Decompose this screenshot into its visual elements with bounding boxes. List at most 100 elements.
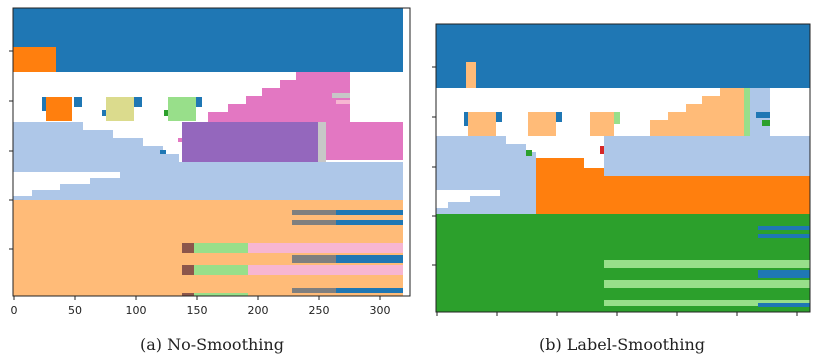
panel-a-region xyxy=(248,265,403,275)
panel-a-region xyxy=(208,112,350,122)
panel-a-region xyxy=(106,97,134,121)
panel-a-region xyxy=(194,243,248,253)
panel-b-region xyxy=(436,24,810,88)
panel-a-region xyxy=(13,122,83,130)
x-tick-label: 150 xyxy=(187,304,208,317)
panel-a-region xyxy=(90,178,403,184)
panel-a-region xyxy=(13,146,163,154)
panel-a-region xyxy=(248,243,403,253)
x-tick-label: 100 xyxy=(126,304,147,317)
panel-b-region xyxy=(436,178,536,190)
panel-a-region xyxy=(13,154,179,162)
panel-a-region xyxy=(182,243,194,253)
panel-a-region xyxy=(74,97,82,107)
panel-b-region xyxy=(464,112,468,126)
panel-b: (b) Label-Smoothing xyxy=(432,23,811,354)
panel-a-region xyxy=(292,210,336,215)
panel-a-region xyxy=(246,96,350,104)
panel-b-region xyxy=(528,112,556,136)
panel-a-x-ticks xyxy=(13,296,381,300)
panel-b-region xyxy=(500,190,536,196)
panel-b-frame xyxy=(435,23,811,313)
panel-a-caption: (a) No-Smoothing xyxy=(140,335,284,354)
panel-b-region xyxy=(468,112,496,136)
panel-a-region xyxy=(13,47,56,72)
panel-a-region xyxy=(182,122,318,162)
panel-a-region xyxy=(196,97,202,107)
panel-a-region xyxy=(194,265,248,275)
panel-a-region xyxy=(194,293,248,296)
panel-a-region xyxy=(292,288,336,293)
panel-b-region xyxy=(436,144,526,152)
panel-a-x-tick-labels: 0 50 100 150 200 250 300 xyxy=(11,304,391,317)
panel-b-caption: (b) Label-Smoothing xyxy=(539,335,705,354)
x-tick-label: 0 xyxy=(11,304,18,317)
panel-a-region xyxy=(182,265,194,275)
panel-a-region xyxy=(280,80,350,88)
panel-b-region xyxy=(526,150,532,156)
panel-a-region xyxy=(164,110,168,116)
panel-a-region xyxy=(13,196,403,200)
panel-b-region xyxy=(668,112,770,120)
panel-b-region xyxy=(536,176,810,214)
panel-a-region xyxy=(228,104,350,112)
panel-a-region xyxy=(336,210,403,215)
panel-a-region xyxy=(336,100,350,104)
panel-a-region xyxy=(134,97,142,107)
panel-a-region xyxy=(102,110,106,116)
panel-a-region xyxy=(168,97,196,121)
panel-b-region xyxy=(590,112,614,136)
panel-a-region xyxy=(336,220,403,225)
x-tick-label: 300 xyxy=(370,304,391,317)
panel-a-region xyxy=(292,220,336,225)
panel-b-region xyxy=(702,96,770,104)
panel-a-region xyxy=(13,162,403,172)
panel-b-region xyxy=(604,260,810,268)
panel-b-region xyxy=(436,160,536,178)
panel-b-region xyxy=(650,120,770,136)
panel-b-region xyxy=(744,88,750,136)
panel-b-region xyxy=(756,112,770,118)
panel-b-region xyxy=(600,146,605,154)
panel-a-region xyxy=(120,172,403,178)
panel-a-region xyxy=(178,138,182,142)
panel-a-region xyxy=(296,72,350,80)
panel-b-region xyxy=(466,62,476,88)
panel-a-region xyxy=(318,122,326,162)
panel-b-region xyxy=(584,168,604,178)
panel-a-region xyxy=(32,190,403,196)
panel-a-region xyxy=(13,8,403,72)
panel-a-region xyxy=(332,93,350,98)
panel-a-region xyxy=(336,255,403,263)
panel-b-region xyxy=(686,104,770,112)
panel-a: 0 50 100 150 200 250 300 (a) No-Smoothin… xyxy=(9,7,411,354)
panel-b-region xyxy=(762,120,770,126)
panel-a-region xyxy=(160,150,166,154)
panel-a-region xyxy=(60,184,403,190)
panel-b-region xyxy=(470,196,536,202)
panel-b-region xyxy=(448,202,536,208)
panel-b-region xyxy=(436,152,536,160)
x-tick-label: 250 xyxy=(309,304,330,317)
panel-b-region xyxy=(614,112,620,124)
panel-b-region xyxy=(436,208,536,214)
panel-b-region xyxy=(758,303,810,307)
panel-b-region xyxy=(556,112,562,122)
panel-b-region xyxy=(758,234,810,238)
panel-a-frame xyxy=(12,7,411,297)
panel-a-region xyxy=(262,88,350,96)
panel-b-region xyxy=(758,226,810,230)
panel-b-x-ticks xyxy=(436,312,798,316)
panel-b-region xyxy=(436,136,506,144)
panel-b-region xyxy=(604,300,810,306)
panel-a-y-ticks xyxy=(9,50,13,250)
panel-a-region xyxy=(336,288,403,293)
panel-a-region xyxy=(42,97,46,111)
panel-b-region xyxy=(604,136,810,176)
panel-a-region xyxy=(13,130,113,138)
panel-b-region xyxy=(758,270,810,278)
panel-b-region xyxy=(536,158,584,178)
panel-a-region xyxy=(292,255,336,263)
panel-a-region xyxy=(13,138,143,146)
